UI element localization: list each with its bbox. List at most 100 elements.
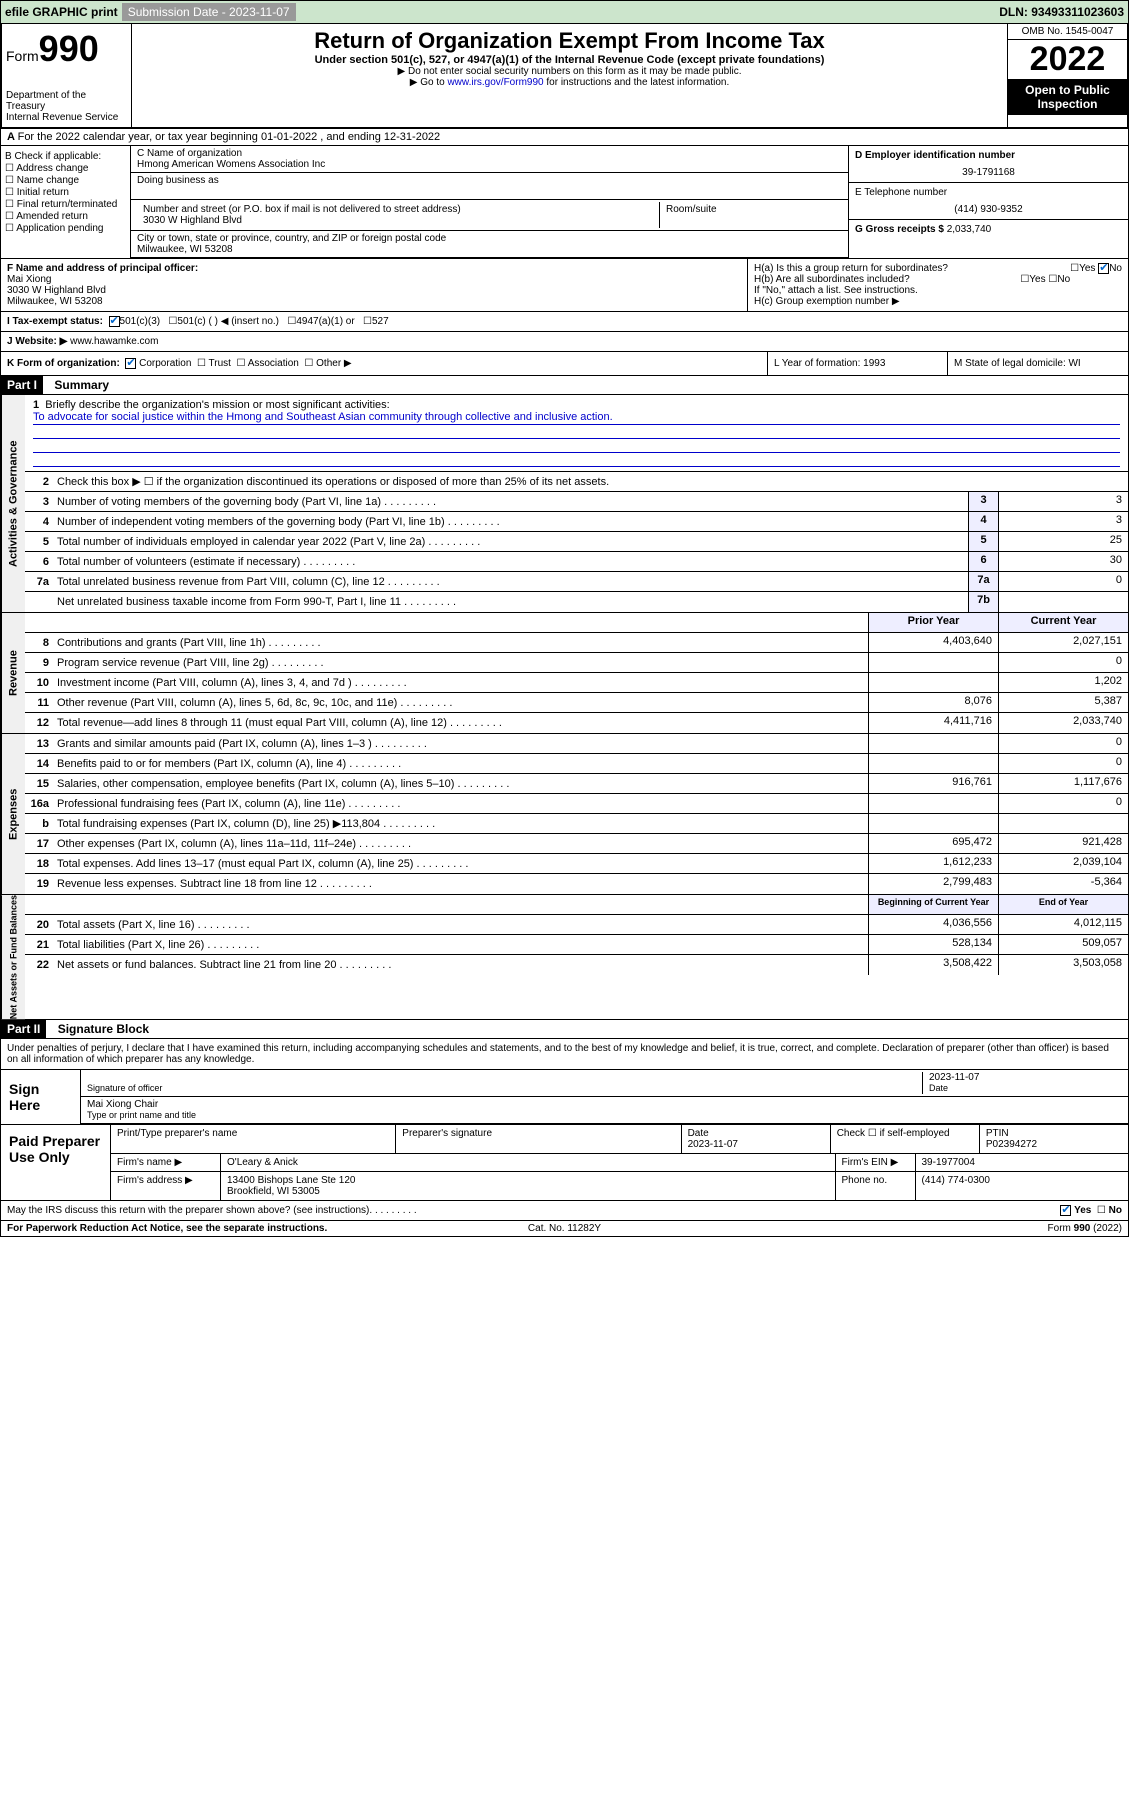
prep-row-1: Print/Type preparer's name Preparer's si… (111, 1125, 1128, 1154)
section-revenue: Revenue Prior Year Current Year 8Contrib… (0, 613, 1129, 734)
gross-receipts: 2,033,740 (947, 224, 992, 235)
org-name: Hmong American Womens Association Inc (137, 159, 842, 170)
firm-address: 13400 Bishops Lane Ste 120 Brookfield, W… (221, 1172, 836, 1200)
header-left: Form990 Department of the Treasury Inter… (2, 24, 132, 127)
box-k: K Form of organization: Corporation ☐ Tr… (1, 352, 768, 375)
h-b-note: If "No," attach a list. See instructions… (754, 285, 1122, 296)
h-a: H(a) Is this a group return for subordin… (754, 263, 1122, 274)
box-b: B Check if applicable: ☐ Address change … (1, 146, 131, 258)
gov-row: 3Number of voting members of the governi… (25, 492, 1128, 512)
vlabel-governance: Activities & Governance (1, 395, 25, 612)
org-name-cell: C Name of organization Hmong American Wo… (131, 146, 848, 173)
city-state-zip: Milwaukee, WI 53208 (137, 244, 842, 255)
row-i: I Tax-exempt status: 501(c)(3) ☐ 501(c) … (0, 312, 1129, 332)
dept-label: Department of the Treasury Internal Reve… (6, 90, 127, 123)
data-row: 10Investment income (Part VIII, column (… (25, 673, 1128, 693)
tax-year: 2022 (1008, 40, 1127, 79)
city-cell: City or town, state or province, country… (131, 231, 848, 258)
vlabel-expenses: Expenses (1, 734, 25, 894)
box-f: F Name and address of principal officer:… (1, 259, 748, 311)
sig-line-2: Mai Xiong ChairType or print name and ti… (81, 1097, 1128, 1124)
box-e: E Telephone number (414) 930-9352 (849, 183, 1128, 220)
officer-name: Mai Xiong (7, 274, 51, 285)
data-row: 8Contributions and grants (Part VIII, li… (25, 633, 1128, 653)
website: www.hawamke.com (70, 336, 158, 347)
mission-block: 1 Briefly describe the organization's mi… (25, 395, 1128, 472)
check-initial: ☐ Initial return (5, 187, 126, 198)
gov-row: 4Number of independent voting members of… (25, 512, 1128, 532)
public-inspection: Open to Public Inspection (1008, 79, 1127, 115)
gov-row: 6Total number of volunteers (estimate if… (25, 552, 1128, 572)
gov-row: Net unrelated business taxable income fr… (25, 592, 1128, 612)
signature-block: Under penalties of perjury, I declare th… (0, 1039, 1129, 1201)
h-b: H(b) Are all subordinates included? ☐Yes… (754, 274, 1122, 285)
data-row: 13Grants and similar amounts paid (Part … (25, 734, 1128, 754)
data-row: 22Net assets or fund balances. Subtract … (25, 955, 1128, 975)
row-klm: K Form of organization: Corporation ☐ Tr… (0, 352, 1129, 376)
submission-date: Submission Date - 2023-11-07 (122, 3, 296, 21)
data-row: bTotal fundraising expenses (Part IX, co… (25, 814, 1128, 834)
firm-name: O'Leary & Anick (221, 1154, 836, 1171)
row-a-period: A For the 2022 calendar year, or tax yea… (0, 129, 1129, 146)
row-fh: F Name and address of principal officer:… (0, 259, 1129, 312)
declaration: Under penalties of perjury, I declare th… (1, 1039, 1128, 1070)
gov-row: 5Total number of individuals employed in… (25, 532, 1128, 552)
efile-label: efile GRAPHIC print (5, 5, 118, 19)
address-cell: Number and street (or P.O. box if mail i… (131, 200, 848, 231)
col-headers: Prior Year Current Year (25, 613, 1128, 633)
form-number: Form990 (6, 28, 127, 70)
footer-left: For Paperwork Reduction Act Notice, see … (7, 1223, 379, 1234)
paid-preparer: Paid Preparer Use Only Print/Type prepar… (1, 1124, 1128, 1200)
data-row: 20Total assets (Part X, line 16)4,036,55… (25, 915, 1128, 935)
data-row: 11Other revenue (Part VIII, column (A), … (25, 693, 1128, 713)
data-row: 21Total liabilities (Part X, line 26)528… (25, 935, 1128, 955)
gov-row: 7aTotal unrelated business revenue from … (25, 572, 1128, 592)
data-row: 12Total revenue—add lines 8 through 11 (… (25, 713, 1128, 733)
box-c: C Name of organization Hmong American Wo… (131, 146, 848, 258)
phone: (414) 930-9352 (855, 198, 1122, 215)
box-h: H(a) Is this a group return for subordin… (748, 259, 1128, 311)
gov-row: 2Check this box ▶ ☐ if the organization … (25, 472, 1128, 492)
prep-row-2: Firm's name ▶ O'Leary & Anick Firm's EIN… (111, 1154, 1128, 1172)
firm-ein: 39-1977004 (916, 1154, 1129, 1171)
firm-phone: (414) 774-0300 (916, 1172, 1129, 1200)
box-d: D Employer identification number 39-1791… (849, 146, 1128, 183)
form-title: Return of Organization Exempt From Incom… (136, 28, 1003, 54)
omb-number: OMB No. 1545-0047 (1008, 24, 1127, 40)
page-footer: For Paperwork Reduction Act Notice, see … (0, 1221, 1129, 1237)
check-final: ☐ Final return/terminated (5, 199, 126, 210)
data-row: 9Program service revenue (Part VIII, lin… (25, 653, 1128, 673)
check-amended: ☐ Amended return (5, 211, 126, 222)
street-address: 3030 W Highland Blvd (143, 215, 653, 226)
check-501c3 (109, 316, 120, 327)
header-right: OMB No. 1545-0047 2022 Open to Public In… (1007, 24, 1127, 127)
dln: DLN: 93493311023603 (999, 5, 1124, 19)
mission-text: To advocate for social justice within th… (33, 411, 1120, 425)
section-netassets: Net Assets or Fund Balances Beginning of… (0, 895, 1129, 1020)
dba-cell: Doing business as (131, 173, 848, 200)
data-row: 15Salaries, other compensation, employee… (25, 774, 1128, 794)
data-row: 14Benefits paid to or for members (Part … (25, 754, 1128, 774)
data-row: 16aProfessional fundraising fees (Part I… (25, 794, 1128, 814)
data-row: 18Total expenses. Add lines 13–17 (must … (25, 854, 1128, 874)
check-name: ☐ Name change (5, 175, 126, 186)
header-title: Return of Organization Exempt From Incom… (132, 24, 1007, 127)
box-l: L Year of formation: 1993 (768, 352, 948, 375)
row-j: J Website: ▶ www.hawamke.com (0, 332, 1129, 352)
subtitle-1: Under section 501(c), 527, or 4947(a)(1)… (136, 54, 1003, 66)
sig-line-1: Signature of officer 2023-11-07Date (81, 1070, 1128, 1097)
subtitle-2b: ▶ Go to www.irs.gov/Form990 for instruct… (136, 77, 1003, 88)
check-pending: ☐ Application pending (5, 223, 126, 234)
check-address: ☐ Address change (5, 163, 126, 174)
block-bcdefg: B Check if applicable: ☐ Address change … (0, 146, 1129, 259)
section-governance: Activities & Governance 1 Briefly descri… (0, 395, 1129, 613)
footer-right: Form 990 (2022) (750, 1223, 1122, 1234)
discuss-row: May the IRS discuss this return with the… (0, 1201, 1129, 1221)
irs-link[interactable]: www.irs.gov/Form990 (447, 77, 543, 88)
prep-row-3: Firm's address ▶ 13400 Bishops Lane Ste … (111, 1172, 1128, 1200)
section-expenses: Expenses 13Grants and similar amounts pa… (0, 734, 1129, 895)
box-g: G Gross receipts $ 2,033,740 (849, 220, 1128, 239)
form-header: Form990 Department of the Treasury Inter… (0, 24, 1129, 129)
vlabel-revenue: Revenue (1, 613, 25, 733)
ein: 39-1791168 (855, 161, 1122, 178)
